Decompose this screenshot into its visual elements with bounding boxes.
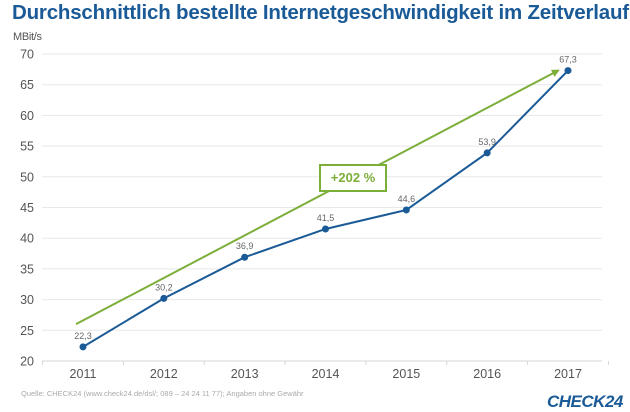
y-tick-label: 25 [20,324,34,338]
data-label: 67,3 [559,55,577,65]
y-tick-label: 35 [20,262,34,276]
data-label: 41,5 [317,213,335,223]
series-line [82,69,569,348]
chart-title: Durchschnittlich bestellte Internetgesch… [12,1,629,24]
trend-arrow [75,69,560,326]
check24-logo: CHECK24 [547,392,623,411]
data-point [402,206,410,214]
y-tick-label: 50 [20,170,34,184]
data-point [160,294,168,302]
y-tick-label: 30 [20,293,34,307]
x-tick-label: 2012 [150,367,178,381]
data-point [79,343,87,351]
y-tick-label: 55 [20,140,34,154]
x-tick-label: 2011 [70,367,97,381]
y-tick-label: 65 [20,78,34,92]
y-tick-label: 45 [20,201,34,215]
data-point [483,149,491,157]
data-point [322,225,329,233]
data-point [564,67,572,75]
x-tick-label: 2015 [392,367,420,381]
data-label: 36,9 [236,241,254,251]
x-tick-label: 2017 [554,367,582,381]
y-tick-label: 70 [20,48,34,62]
growth-annotation: +202 % [319,164,387,192]
data-label: 30,2 [155,282,173,292]
data-label: 44,6 [398,194,416,204]
x-tick-label: 2014 [312,367,340,381]
y-tick-label: 60 [20,109,34,123]
source-note: Quelle: CHECK24 (www.check24.de/dsl/; 08… [21,389,304,398]
y-tick-label: 40 [20,232,34,246]
y-axis-label: MBit/s [13,31,42,43]
y-tick-label: 20 [20,355,34,369]
data-label: 22,3 [74,331,92,341]
data-point [241,253,249,261]
x-tick-label: 2013 [231,367,259,381]
data-label: 53,9 [478,137,496,147]
x-tick-label: 2016 [473,367,501,381]
